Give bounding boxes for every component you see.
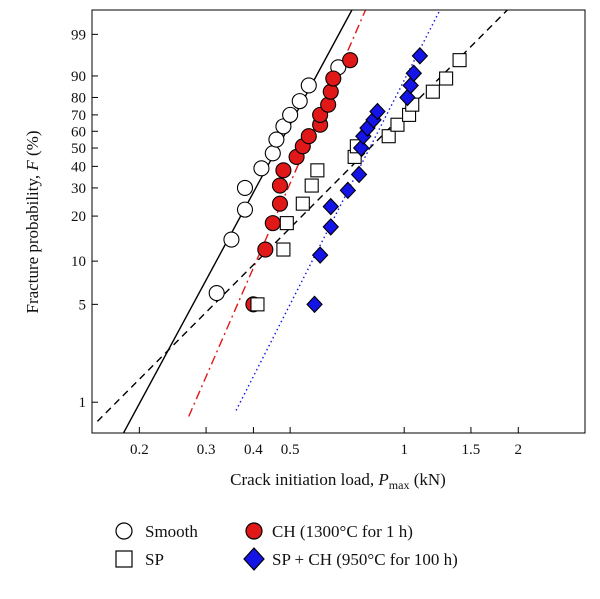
y-tick-label: 90 — [71, 69, 86, 85]
legend-label-smooth: Smooth — [145, 522, 198, 541]
point-sp-ch-950-c-for-100-h — [306, 295, 323, 314]
point-sp-ch-950-c-for-100-h — [352, 139, 370, 157]
point-sp-ch-950-c-for-100-h — [369, 102, 386, 121]
point-sp-ch-950-c-for-100-h — [411, 47, 429, 65]
point-smooth — [236, 201, 254, 218]
x-axis-ticks: 0.2 0.3 0.4 0.5 1 1.5 2 — [130, 427, 522, 458]
x-tick-label: 1.5 — [462, 442, 481, 458]
x-tick-label: 0.3 — [197, 442, 216, 458]
y-tick-label: 30 — [71, 181, 86, 197]
data-points — [208, 47, 467, 314]
point-smooth — [253, 160, 270, 177]
point-sp-ch-950-c-for-100-h — [339, 181, 357, 200]
point-ch-1300-c-for-1-h — [257, 241, 274, 258]
point-sp — [295, 196, 310, 211]
x-tick-label: 0.2 — [130, 442, 149, 458]
point-sp — [452, 53, 467, 68]
x-tick-label: 2 — [515, 442, 523, 458]
point-smooth — [264, 145, 281, 162]
y-tick-label: 70 — [71, 108, 86, 124]
point-ch-1300-c-for-1-h — [275, 162, 292, 179]
point-sp-ch-950-c-for-100-h — [322, 197, 340, 216]
legend-marker-smooth — [115, 522, 133, 540]
x-tick-label: 1 — [400, 442, 408, 458]
point-sp-ch-950-c-for-100-h — [405, 64, 423, 83]
point-sp-ch-950-c-for-100-h — [402, 76, 419, 95]
point-sp — [279, 216, 294, 231]
point-sp-ch-950-c-for-100-h — [322, 218, 340, 236]
point-ch-1300-c-for-1-h — [271, 195, 289, 212]
y-tick-label: 99 — [71, 27, 86, 43]
point-sp — [250, 297, 265, 312]
legend-marker-sp-ch — [243, 547, 265, 571]
x-tick-label: 0.4 — [244, 442, 263, 458]
fit-line-smooth — [122, 9, 353, 434]
legend-item-sp: SP — [115, 550, 164, 569]
legend: Smooth SP CH (1300°C for 1 h) SP + CH (9… — [115, 522, 458, 571]
fit-line-sp-ch-950-c-for-100-h — [235, 9, 441, 411]
point-ch-1300-c-for-1-h — [342, 52, 359, 69]
y-tick-label: 5 — [79, 297, 87, 313]
y-tick-label: 10 — [71, 254, 86, 270]
legend-item-smooth: Smooth — [115, 522, 198, 541]
point-ch-1300-c-for-1-h — [322, 83, 339, 100]
legend-marker-ch — [245, 522, 263, 540]
point-ch-1300-c-for-1-h — [325, 70, 342, 87]
point-ch-1300-c-for-1-h — [271, 177, 289, 194]
x-tick-label: 0.5 — [281, 442, 300, 458]
point-sp — [425, 84, 440, 99]
point-smooth — [291, 93, 308, 110]
y-tick-label: 1 — [79, 395, 87, 411]
legend-label-ch: CH (1300°C for 1 h) — [272, 522, 413, 541]
point-smooth — [236, 179, 254, 196]
point-smooth — [300, 77, 317, 94]
y-axis-title: Fracture probability, F (%) — [23, 130, 42, 313]
point-sp — [439, 71, 454, 86]
point-smooth — [208, 285, 225, 302]
point-sp-ch-950-c-for-100-h — [350, 165, 368, 184]
point-ch-1300-c-for-1-h — [264, 215, 281, 232]
legend-item-ch: CH (1300°C for 1 h) — [245, 522, 413, 541]
y-tick-label: 60 — [71, 124, 86, 140]
x-axis-title: Crack initiation load, Pmax (kN) — [230, 470, 446, 492]
legend-label-sp: SP — [145, 550, 164, 569]
y-tick-label: 50 — [71, 141, 86, 157]
point-sp — [390, 117, 405, 132]
y-tick-label: 20 — [71, 209, 86, 225]
point-ch-1300-c-for-1-h — [300, 128, 317, 145]
point-sp — [381, 129, 396, 144]
point-sp — [310, 163, 325, 178]
y-tick-label: 80 — [71, 90, 86, 106]
point-smooth — [282, 106, 299, 123]
legend-item-sp-ch: SP + CH (950°C for 100 h) — [243, 547, 458, 571]
legend-label-sp-ch: SP + CH (950°C for 100 h) — [272, 550, 458, 569]
point-smooth — [268, 131, 285, 148]
fit-line-sp — [96, 9, 508, 422]
legend-marker-sp — [115, 550, 133, 568]
point-sp-ch-950-c-for-100-h — [311, 246, 329, 264]
point-smooth — [223, 231, 240, 248]
y-tick-label: 40 — [71, 159, 86, 175]
point-ch-1300-c-for-1-h — [320, 96, 337, 113]
plot-frame — [91, 9, 586, 434]
point-sp — [276, 242, 291, 257]
point-sp — [304, 178, 319, 193]
